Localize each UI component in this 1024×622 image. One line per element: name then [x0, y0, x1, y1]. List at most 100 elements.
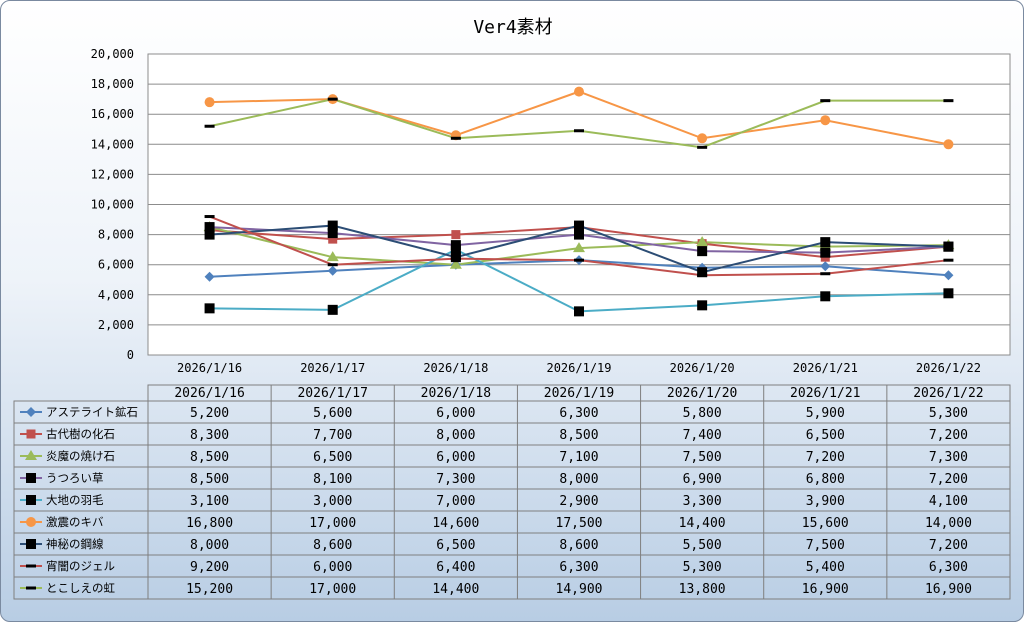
data-point [328, 234, 338, 244]
table-cell: 6,500 [806, 428, 845, 443]
data-point [697, 300, 708, 311]
y-tick-label: 10,000 [91, 198, 134, 212]
table-cell: 8,300 [190, 428, 229, 443]
x-tick-label: 2026/1/17 [300, 361, 365, 375]
data-point [204, 229, 215, 240]
data-point [820, 291, 831, 302]
x-tick-label: 2026/1/20 [670, 361, 735, 375]
y-tick-label: 18,000 [91, 77, 134, 91]
table-row [13, 510, 1011, 534]
table-cell: 6,000 [313, 560, 352, 575]
data-point [327, 265, 338, 276]
y-tick-label: 8,000 [98, 228, 134, 242]
legend-key-marker [26, 495, 36, 505]
data-point [204, 303, 215, 314]
table-header-label: 2026/1/18 [421, 386, 491, 401]
data-point [697, 246, 708, 257]
table-cell: 6,000 [436, 406, 475, 421]
table-cell: 16,800 [186, 516, 233, 531]
data-point [943, 288, 954, 299]
table-cell: 4,100 [929, 494, 968, 509]
table-cell: 7,200 [929, 538, 968, 553]
table-cell: 16,900 [802, 582, 849, 597]
x-tick-label: 2026/1/22 [916, 361, 981, 375]
x-tick-label: 2026/1/19 [546, 361, 611, 375]
data-point [943, 258, 954, 262]
legend-key-marker [26, 517, 36, 527]
series-name: うつろい草 [46, 471, 104, 485]
table-cell: 6,900 [683, 472, 722, 487]
table-cell: 5,400 [806, 560, 845, 575]
data-point [697, 133, 708, 144]
legend-key-marker [25, 450, 37, 460]
data-point [204, 97, 215, 108]
data-point [204, 271, 215, 282]
table-cell: 7,400 [683, 428, 722, 443]
table-cell: 6,300 [929, 560, 968, 575]
series-name: 宵闇のジェル [46, 559, 115, 573]
table-cell: 16,900 [925, 582, 972, 597]
table-cell: 5,300 [683, 560, 722, 575]
legend-key-marker [26, 586, 36, 590]
table-cell: 17,500 [556, 516, 603, 531]
table-header-label: 2026/1/17 [297, 386, 367, 401]
legend-key-marker [26, 429, 36, 439]
data-point [697, 145, 708, 149]
data-point [697, 273, 708, 277]
table-cell: 8,000 [436, 428, 475, 443]
table-cell: 2,900 [559, 494, 598, 509]
table-cell: 8,500 [559, 428, 598, 443]
data-point [697, 267, 708, 278]
data-point [943, 139, 954, 150]
table-cell: 8,600 [559, 538, 598, 553]
table-cell: 6,400 [436, 560, 475, 575]
x-tick-label: 2026/1/21 [793, 361, 858, 375]
table-cell: 6,000 [436, 450, 475, 465]
data-point [204, 215, 215, 219]
table-header-label: 2026/1/22 [913, 386, 983, 401]
table-row [13, 554, 1011, 578]
data-point [451, 230, 461, 240]
table-cell: 7,200 [806, 450, 845, 465]
table-cell: 17,000 [309, 516, 356, 531]
table-cell: 7,500 [683, 450, 722, 465]
data-point [326, 251, 339, 262]
table-cell: 6,300 [559, 560, 598, 575]
table-header-label: 2026/1/20 [667, 386, 737, 401]
x-tick-label: 2026/1/18 [423, 361, 488, 375]
table-cell: 8,100 [313, 472, 352, 487]
table-header-label: 2026/1/16 [174, 386, 244, 401]
table-cell: 5,600 [313, 406, 352, 421]
table-cell: 5,300 [929, 406, 968, 421]
data-point [327, 228, 338, 239]
data-point [820, 261, 831, 272]
legend-key-marker [26, 473, 36, 483]
data-point [820, 99, 831, 103]
data-point [204, 222, 215, 233]
data-point [943, 241, 954, 252]
data-point [943, 270, 954, 281]
data-point [327, 97, 338, 101]
data-point [327, 220, 338, 231]
table-cell: 7,200 [929, 428, 968, 443]
data-point [204, 124, 215, 128]
table-cell: 6,800 [806, 472, 845, 487]
table-row [13, 576, 1011, 600]
y-tick-label: 6,000 [98, 258, 134, 272]
table-cell: 14,400 [432, 582, 479, 597]
data-point [327, 263, 338, 267]
table-cell: 3,300 [683, 494, 722, 509]
table-header-label: 2026/1/21 [790, 386, 860, 401]
data-point [574, 306, 584, 317]
y-tick-label: 16,000 [91, 107, 134, 121]
table-cell: 8,000 [559, 472, 598, 487]
series-name: アステライト鉱石 [46, 405, 138, 419]
data-point [820, 115, 831, 126]
table-cell: 8,000 [190, 538, 229, 553]
table-row [13, 422, 1011, 446]
data-point [450, 136, 461, 140]
table-cell: 7,500 [806, 538, 845, 553]
table-cell: 5,500 [683, 538, 722, 553]
series-name: 激震のキバ [46, 515, 104, 529]
